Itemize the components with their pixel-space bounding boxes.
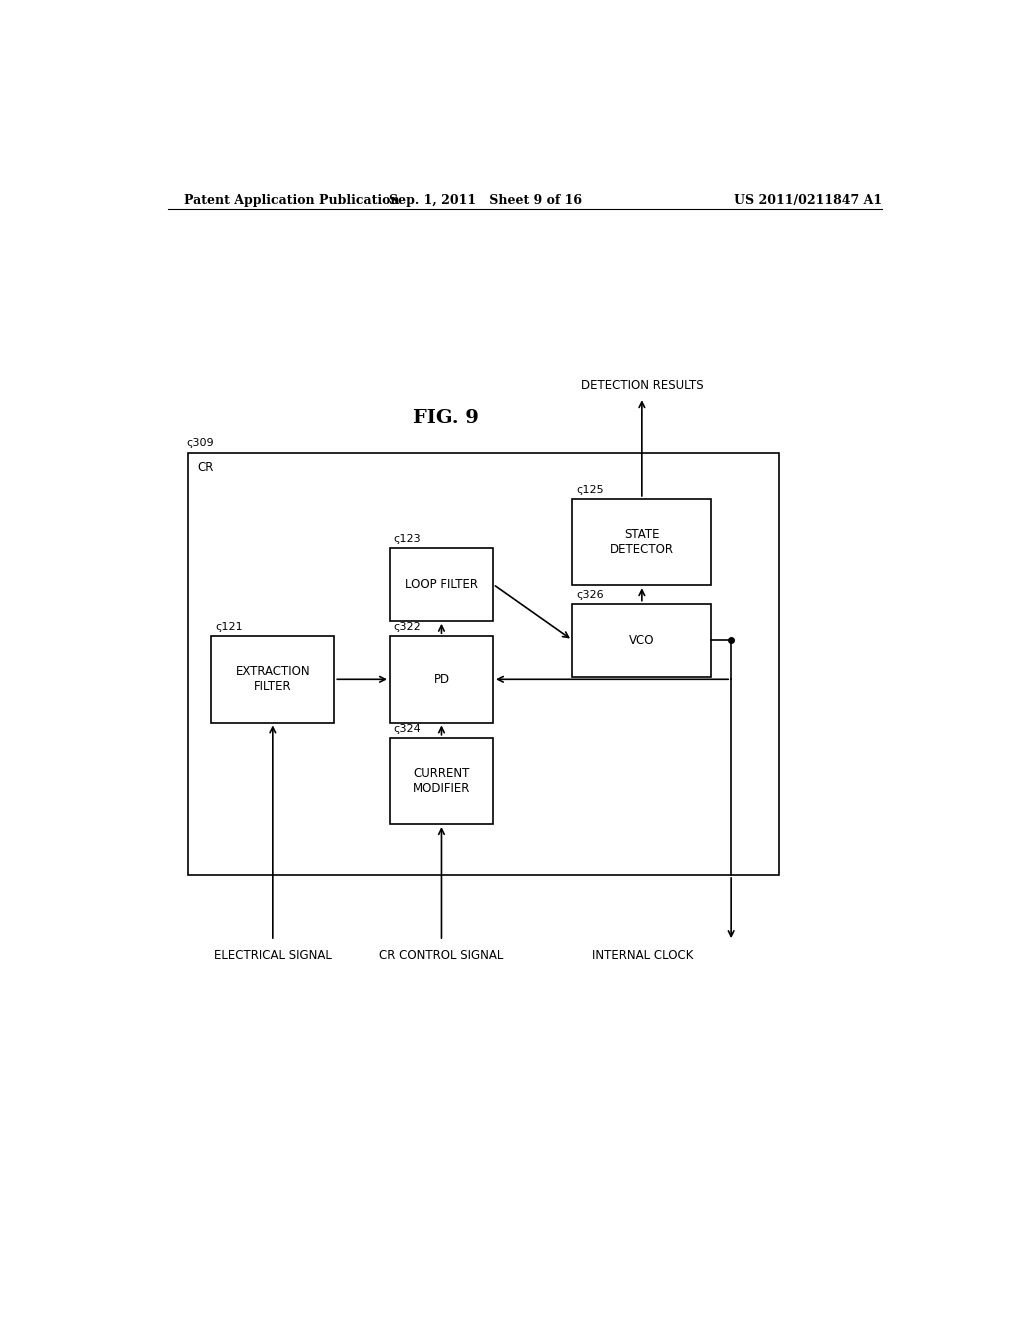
- Text: VCO: VCO: [629, 634, 654, 647]
- Text: ς326: ς326: [577, 590, 604, 599]
- Text: CR CONTROL SIGNAL: CR CONTROL SIGNAL: [379, 949, 504, 962]
- Text: PD: PD: [433, 673, 450, 686]
- Text: CR: CR: [197, 461, 213, 474]
- Text: ELECTRICAL SIGNAL: ELECTRICAL SIGNAL: [214, 949, 332, 962]
- Text: ς123: ς123: [394, 533, 422, 544]
- Text: LOOP FILTER: LOOP FILTER: [404, 578, 478, 591]
- Bar: [572, 499, 712, 585]
- Text: ς309: ς309: [186, 438, 214, 447]
- Text: ς125: ς125: [577, 484, 604, 495]
- Text: STATE
DETECTOR: STATE DETECTOR: [610, 528, 674, 556]
- Text: FIG. 9: FIG. 9: [413, 409, 478, 426]
- Text: CURRENT
MODIFIER: CURRENT MODIFIER: [413, 767, 470, 795]
- Bar: [390, 636, 494, 722]
- Bar: [187, 453, 778, 875]
- Text: Sep. 1, 2011   Sheet 9 of 16: Sep. 1, 2011 Sheet 9 of 16: [389, 194, 582, 207]
- Text: INTERNAL CLOCK: INTERNAL CLOCK: [592, 949, 693, 962]
- Text: ς324: ς324: [394, 723, 422, 734]
- Bar: [390, 738, 494, 824]
- Bar: [211, 636, 334, 722]
- Text: ς322: ς322: [394, 622, 422, 632]
- Text: Patent Application Publication: Patent Application Publication: [183, 194, 399, 207]
- Text: ς121: ς121: [215, 622, 243, 632]
- Bar: [572, 603, 712, 677]
- Text: US 2011/0211847 A1: US 2011/0211847 A1: [734, 194, 882, 207]
- Text: DETECTION RESULTS: DETECTION RESULTS: [581, 379, 703, 392]
- Bar: [390, 548, 494, 620]
- Text: EXTRACTION
FILTER: EXTRACTION FILTER: [236, 665, 310, 693]
